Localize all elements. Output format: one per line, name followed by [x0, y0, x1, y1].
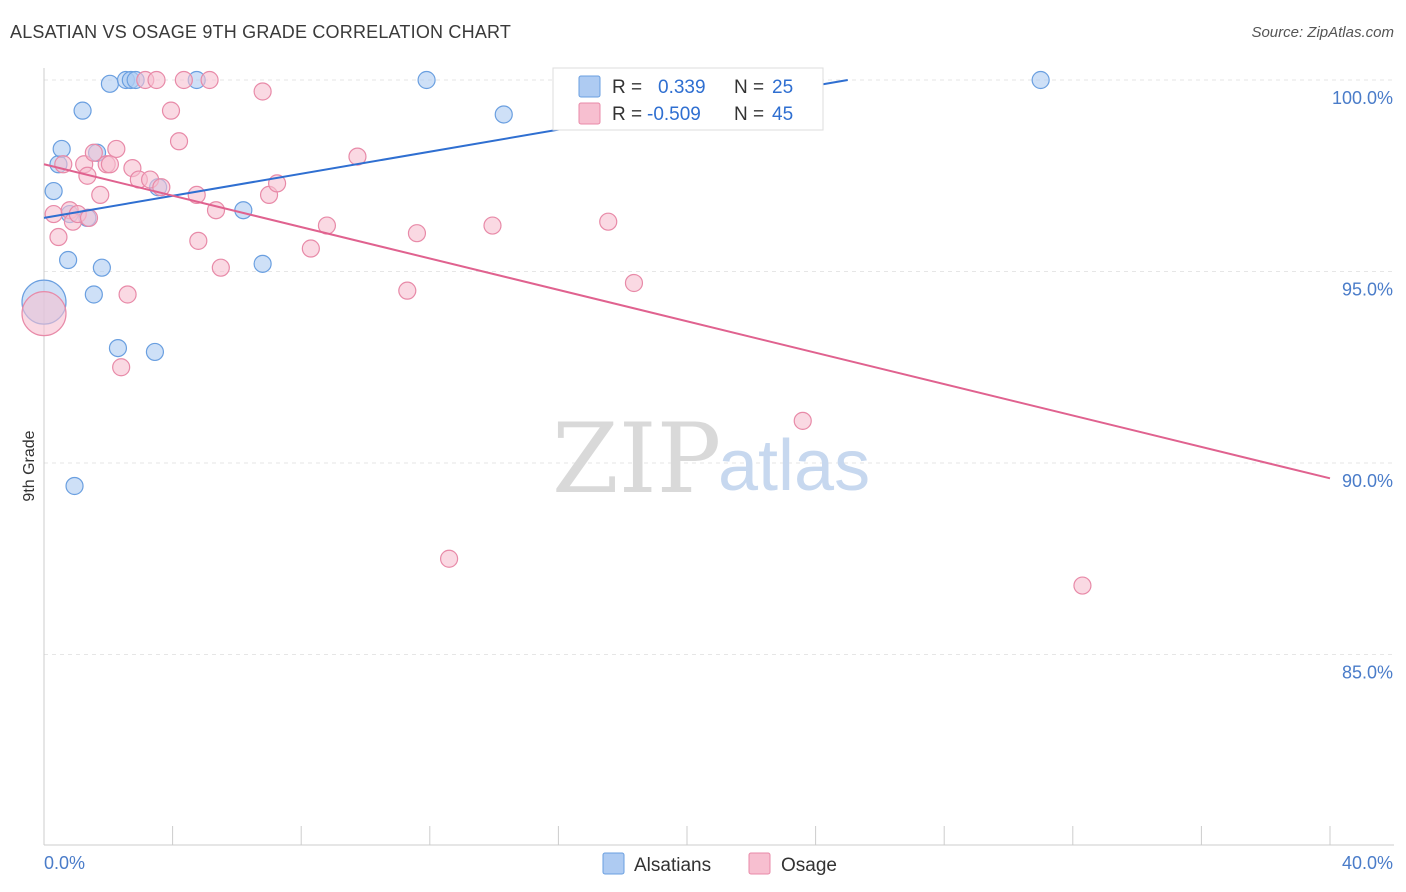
osage-point — [118, 285, 137, 304]
alsatians-point — [145, 342, 165, 362]
alsatians-point — [59, 250, 78, 270]
alsatians-point — [253, 254, 272, 273]
osage-point — [84, 143, 103, 162]
alsatians-point — [417, 70, 436, 90]
osage-point — [211, 258, 230, 277]
osage-point — [44, 204, 63, 224]
alsatians-point — [84, 285, 103, 304]
osage-point — [301, 239, 320, 258]
grid-lines — [44, 79, 1394, 655]
legend-n-value-alsatians: 25 — [772, 77, 793, 98]
osage-point — [253, 82, 272, 101]
y-axis-label: 9th Grade — [21, 430, 38, 501]
chart-title: ALSATIAN VS OSAGE 9TH GRADE CORRELATION … — [10, 22, 512, 42]
axes — [43, 68, 1394, 846]
legend-r-value-alsatians: 0.339 — [658, 77, 706, 98]
x-tick-labels: 0.0% 40.0% — [44, 853, 1393, 873]
osage-point — [147, 70, 166, 90]
legend-n-label-alsatians: N = — [734, 77, 764, 98]
series-legend: Alsatians Osage — [602, 852, 837, 876]
legend-n-label-osage: N = — [734, 104, 764, 125]
y-tick-label: 95.0% — [1342, 280, 1393, 300]
legend-r-label-osage: R = — [612, 104, 642, 125]
osage-point — [112, 358, 131, 377]
osage-trend-line — [43, 163, 1331, 480]
alsatians-point — [65, 476, 84, 496]
x-tick-label: 0.0% — [44, 853, 85, 873]
alsatians-point — [92, 258, 111, 277]
osage-point — [169, 132, 189, 151]
alsatians-point — [234, 201, 253, 220]
alsatians-point — [494, 105, 513, 124]
osage-point — [21, 291, 67, 337]
bottom-legend-label-osage: Osage — [781, 855, 837, 876]
osage-point — [200, 70, 219, 90]
legend-r-value-osage: -0.509 — [647, 104, 701, 125]
osage-point — [483, 216, 502, 235]
y-tick-label: 100.0% — [1332, 88, 1393, 108]
legend-r-label-alsatians: R = — [612, 77, 642, 98]
osage-point — [49, 227, 68, 247]
alsatians-point — [100, 74, 120, 93]
osage-point — [189, 231, 208, 250]
legend-n-value-osage: 45 — [772, 104, 793, 125]
alsatians-point — [1031, 70, 1050, 90]
source-label: Source: ZipAtlas.com — [1251, 24, 1394, 41]
osage-point — [107, 139, 126, 159]
watermark-zip: ZIP — [552, 403, 721, 515]
osage-point — [100, 155, 120, 174]
y-tick-label: 90.0% — [1342, 471, 1393, 491]
stats-legend: R = 0.339 N = 25 R = -0.509 N = 45 — [552, 67, 824, 131]
bottom-legend-swatch-osage — [748, 852, 771, 875]
osage-point — [624, 273, 644, 293]
legend-swatch-osage — [578, 102, 601, 125]
alsatians-point — [73, 101, 92, 120]
osage-point — [161, 101, 181, 120]
osage-point — [407, 224, 427, 243]
watermark-atlas: atlas — [718, 426, 870, 506]
bottom-legend-label-alsatians: Alsatians — [634, 855, 711, 876]
legend-swatch-alsatians — [578, 75, 601, 98]
y-tick-label: 85.0% — [1342, 663, 1393, 683]
y-tick-labels: 85.0% 90.0% 95.0% 100.0% — [1332, 88, 1393, 683]
osage-point — [398, 281, 417, 300]
bottom-legend-swatch-alsatians — [602, 852, 625, 875]
alsatians-point — [52, 139, 71, 159]
osage-point — [1073, 576, 1092, 595]
osage-point — [174, 70, 193, 90]
osage-point — [91, 185, 110, 204]
alsatians-point — [108, 339, 128, 358]
series-osage — [21, 70, 1092, 595]
x-tick-label: 40.0% — [1342, 853, 1393, 873]
osage-point — [439, 549, 459, 568]
osage-point — [793, 411, 812, 430]
osage-point — [599, 212, 618, 231]
alsatians-point — [44, 181, 63, 201]
